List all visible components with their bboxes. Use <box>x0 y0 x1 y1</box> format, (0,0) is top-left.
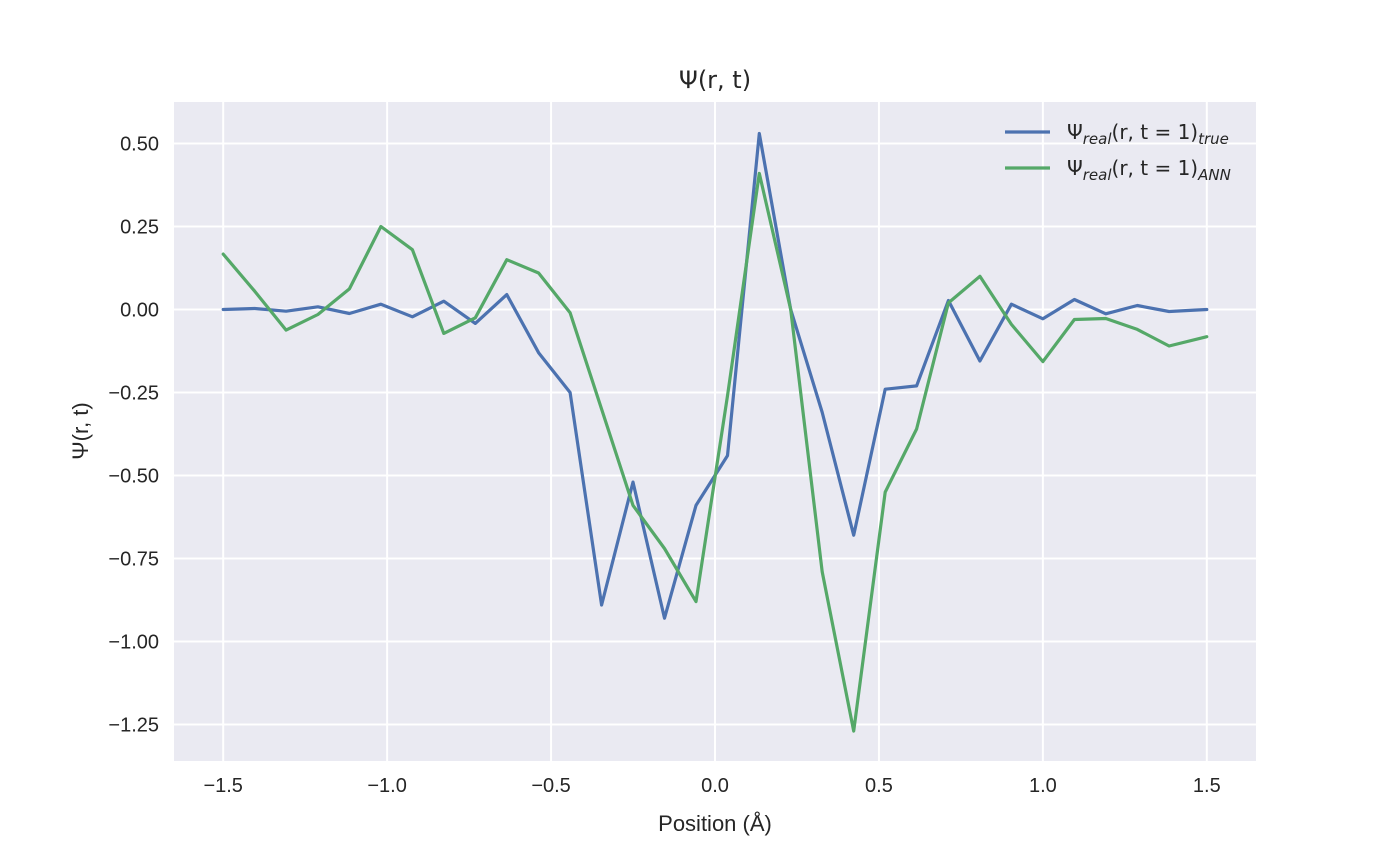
y-tick-label: −0.50 <box>108 465 159 487</box>
series-line-true <box>221 131 1209 620</box>
x-axis-label: Position (Å) <box>658 811 772 836</box>
x-tick-label: 0.0 <box>701 775 729 797</box>
x-tick-label: 1.0 <box>1029 775 1057 797</box>
legend-subscript: true <box>1198 130 1229 148</box>
y-tick-label: 0.00 <box>120 299 159 321</box>
legend-subscript: real <box>1083 166 1113 184</box>
legend-entry: Ψreal(r, t = 1)true <box>1067 120 1229 148</box>
x-tick-label: −1.0 <box>367 775 406 797</box>
legend-subscript: ANN <box>1197 166 1231 184</box>
y-tick-label: 0.25 <box>120 216 159 238</box>
x-tick-labels: −1.5 −1.0 −0.5 0.0 0.5 1.0 1.5 <box>203 775 1220 797</box>
legend-subscript: real <box>1083 130 1113 148</box>
y-tick-label: −0.25 <box>108 382 159 404</box>
y-tick-label: −0.75 <box>108 548 159 570</box>
legend-args: (r, t = 1) <box>1112 156 1199 180</box>
y-tick-label: −1.00 <box>108 631 159 653</box>
grid-lines <box>174 102 1256 761</box>
legend-psi: Ψ <box>1067 156 1083 180</box>
y-tick-labels: 0.50 0.25 0.00 −0.25 −0.50 −0.75 −1.00 −1.25 <box>108 133 159 736</box>
chart-title: Ψ(r, t) <box>679 66 751 94</box>
legend-entry: Ψreal(r, t = 1)ANN <box>1067 156 1231 184</box>
y-axis-label: Ψ(r, t) <box>68 402 93 459</box>
x-tick-label: −0.5 <box>531 775 570 797</box>
x-tick-label: 0.5 <box>865 775 893 797</box>
y-tick-label: 0.50 <box>120 133 159 155</box>
series-lines <box>221 131 1209 733</box>
series-line-ann <box>221 171 1209 733</box>
y-tick-label: −1.25 <box>108 714 159 736</box>
x-tick-label: 1.5 <box>1193 775 1221 797</box>
legend-psi: Ψ <box>1067 120 1083 144</box>
legend-args: (r, t = 1) <box>1112 120 1199 144</box>
x-tick-label: −1.5 <box>203 775 242 797</box>
